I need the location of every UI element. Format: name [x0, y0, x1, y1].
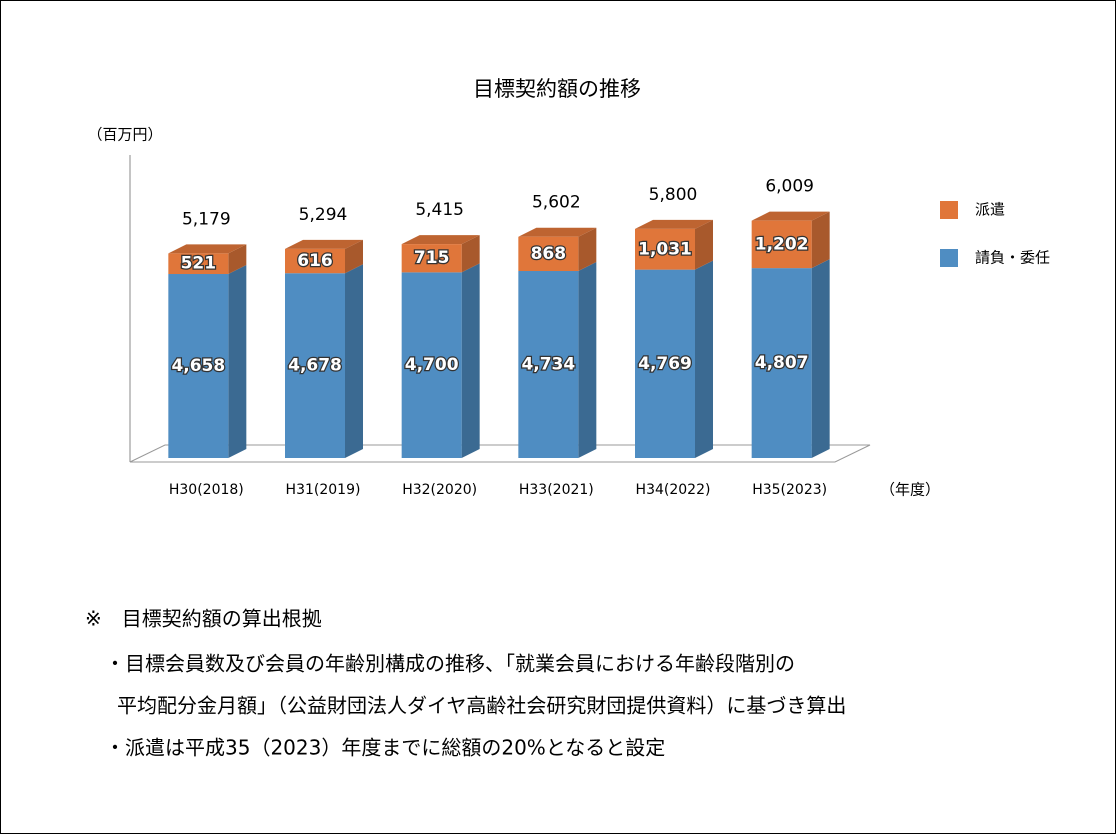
bar — [751, 220, 812, 269]
data-label: 4,734 — [521, 355, 575, 375]
bar — [518, 236, 579, 272]
data-label: 4,700 — [405, 355, 459, 375]
data-label: 1,031 — [638, 239, 692, 259]
bar — [285, 273, 345, 458]
note-line: ・目標会員数及び会員の年齢別構成の推移、「就業会員における年齢段階別の — [105, 652, 795, 676]
bar — [751, 268, 812, 458]
x-tick-label: H30(2018) — [169, 482, 244, 498]
data-label: 521 — [181, 254, 217, 274]
data-label: 616 — [297, 251, 333, 271]
x-axis-label: （年度） — [880, 481, 940, 499]
legend-swatch — [940, 249, 958, 267]
bar-top — [285, 239, 363, 249]
data-label: 1,202 — [755, 234, 809, 254]
total-label: 5,800 — [649, 185, 698, 205]
bar-side — [228, 244, 247, 275]
bar-side — [578, 262, 597, 458]
notes-heading: ※ 目標契約額の算出根拠 — [85, 607, 322, 631]
total-label: 5,602 — [532, 193, 581, 213]
legend-label: 請負・委任 — [975, 249, 1050, 267]
bar — [635, 228, 695, 270]
bar-side — [461, 263, 480, 458]
bar-side — [228, 265, 247, 458]
bar-side — [695, 260, 713, 458]
x-tick-label: H35(2023) — [752, 482, 827, 498]
bar — [635, 269, 695, 458]
bar — [168, 274, 229, 458]
legend-label: 派遣 — [975, 201, 1005, 219]
bar-side — [461, 235, 480, 273]
bar-side — [811, 259, 830, 458]
note-line: 平均配分金月額」（公益財団法人ダイヤ高齢社会研究財団提供資料）に基づき算出 — [117, 694, 846, 718]
chart-title: 目標契約額の推移 — [473, 77, 641, 101]
bar-top — [401, 235, 480, 245]
data-label: 715 — [414, 248, 450, 268]
data-label: 4,769 — [638, 354, 692, 374]
total-label: 5,179 — [182, 209, 231, 229]
bar-top — [635, 219, 713, 229]
bar — [168, 253, 229, 275]
data-label: 4,658 — [171, 356, 225, 376]
bar-side — [345, 239, 363, 274]
bar — [285, 248, 345, 274]
bar — [401, 244, 462, 273]
bar-top — [751, 211, 830, 221]
data-label: 4,678 — [288, 356, 342, 376]
data-label: 4,807 — [755, 353, 809, 373]
bar-top — [168, 244, 247, 254]
x-tick-label: H34(2022) — [636, 482, 711, 498]
bar-side — [578, 227, 597, 272]
note-line: ・派遣は平成35（2023）年度までに総額の20%となると設定 — [105, 736, 665, 760]
total-label: 5,294 — [299, 205, 348, 225]
bar — [518, 271, 579, 458]
x-tick-label: H33(2021) — [519, 482, 594, 498]
bar-top — [518, 227, 597, 237]
bar-side — [811, 211, 830, 269]
x-tick-label: H32(2020) — [402, 482, 477, 498]
legend-swatch — [940, 201, 958, 219]
x-tick-label: H31(2019) — [286, 482, 361, 498]
bar-side — [695, 219, 713, 270]
data-label: 868 — [531, 244, 567, 264]
total-label: 6,009 — [765, 177, 814, 197]
total-label: 5,415 — [415, 200, 464, 220]
y-axis-label: （百万円） — [87, 126, 162, 144]
bar — [401, 272, 462, 458]
bar-side — [345, 264, 363, 458]
